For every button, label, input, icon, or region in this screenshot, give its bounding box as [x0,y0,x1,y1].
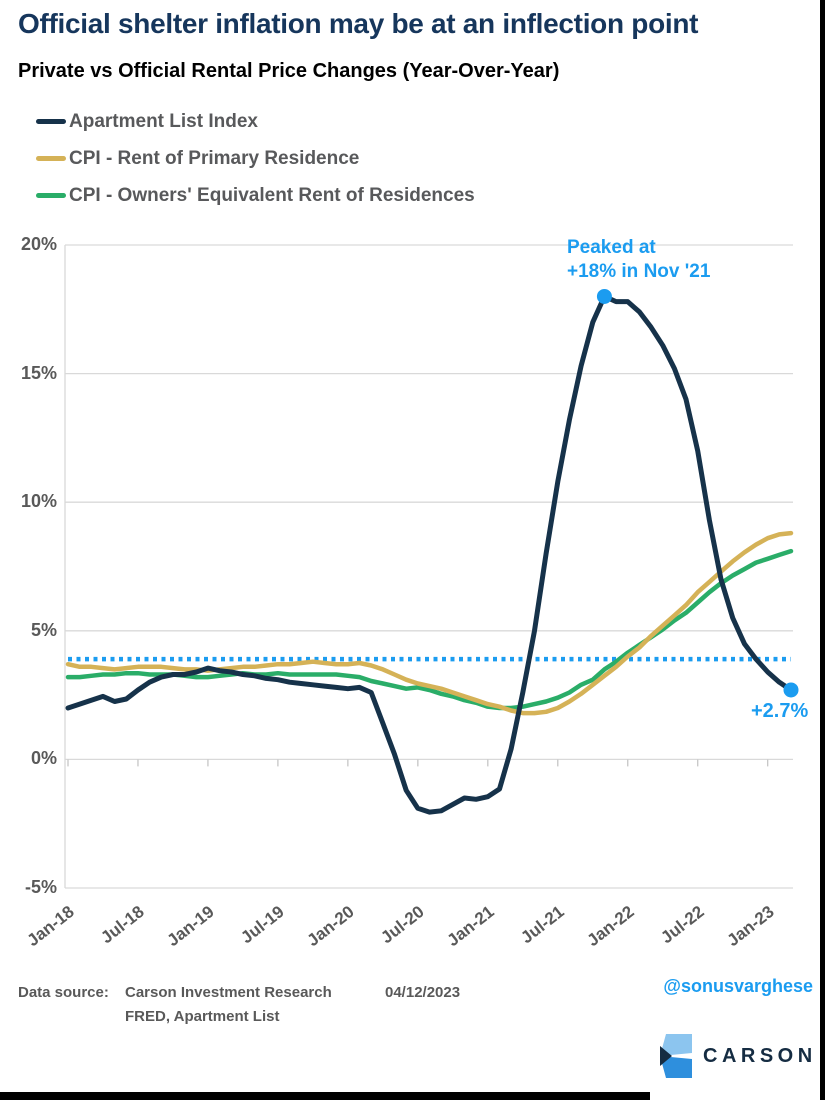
y-tick-label: 15% [20,362,57,383]
y-tick-label: -5% [24,877,57,897]
legend-item-cpi-rent: CPI - Rent of Primary Residence [36,140,475,177]
bottom-black-bar [0,1092,650,1100]
legend-label: Apartment List Index [69,110,258,132]
series-line-0 [65,293,794,815]
data-source-date: 04/12/2023 [385,984,461,1001]
series-line-1 [65,530,794,716]
series-line-2 [65,548,794,711]
data-source-org: Carson Investment Research [125,984,332,1001]
peak-annotation-line2: +18% in Nov '21 [567,261,711,282]
twitter-handle: @sonusvarghese [663,976,813,996]
y-tick-label: 5% [30,619,57,640]
latest-value-annotation: +2.7% [751,700,809,722]
data-source-line2: FRED, Apartment List [125,1008,280,1025]
line-swatch-icon [36,193,66,198]
y-tick-label: 20% [20,234,57,254]
legend-item-apartment-list: Apartment List Index [36,103,475,140]
legend-item-cpi-oer: CPI - Owners' Equivalent Rent of Residen… [36,177,475,214]
y-tick-label: 0% [30,748,57,769]
carson-logo-icon [660,1034,692,1078]
page-title: Official shelter inflation may be at an … [18,8,699,39]
right-black-border [820,0,825,1100]
line-swatch-icon [36,156,66,161]
line-swatch-icon [36,119,66,124]
legend-label: CPI - Owners' Equivalent Rent of Residen… [69,184,475,206]
carson-wordmark: CARSON [703,1044,817,1067]
marker-dot [596,288,612,304]
legend: Apartment List Index CPI - Rent of Prima… [36,103,475,214]
chart-subtitle: Private vs Official Rental Price Changes… [18,60,560,82]
y-tick-label: 10% [20,491,57,512]
carson-brand: CARSON [653,1034,817,1078]
data-source-label: Data source: [18,984,109,1001]
legend-label: CPI - Rent of Primary Residence [69,147,360,169]
marker-dot [783,682,799,698]
peak-annotation-line1: Peaked at [567,237,656,258]
